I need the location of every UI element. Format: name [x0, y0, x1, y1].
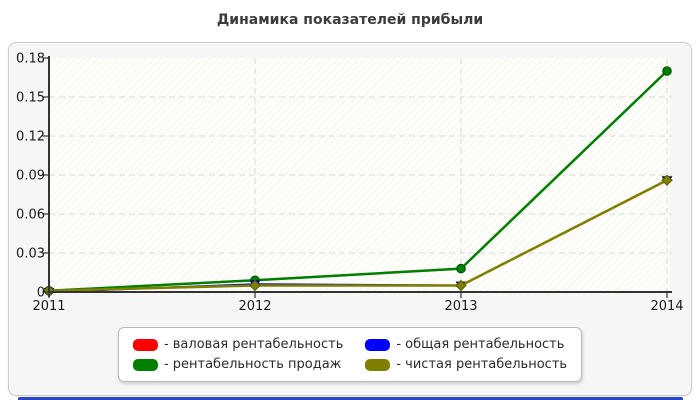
legend-item-sales-margin: - рентабельность продаж — [132, 357, 343, 372]
data-point-diamond — [661, 174, 673, 186]
series-line — [48, 70, 668, 292]
legend-label: - общая рентабельность — [396, 337, 565, 352]
legend-item-total-margin: - общая рентабельность — [365, 337, 567, 352]
sales-margin-swatch-icon — [132, 358, 158, 371]
data-point-diamond — [455, 279, 467, 292]
x-tick-label: 2012 — [238, 299, 271, 314]
y-tick-label: 0.09 — [16, 169, 45, 184]
y-tick-label: 0.18 — [16, 52, 45, 67]
data-point-diamond — [249, 279, 261, 292]
x-tick-label: 2013 — [444, 299, 477, 314]
data-point-circle — [456, 263, 466, 274]
y-tick-label: 0.15 — [16, 91, 45, 106]
legend-item-gross-margin: - валовая рентабельность — [132, 337, 344, 352]
x-tick-label: 2011 — [32, 299, 65, 314]
legend-item-net-margin: - чистая рентабельность — [365, 357, 567, 372]
legend-label: - рентабельность продаж — [163, 357, 342, 372]
y-tick-label: 0.12 — [16, 130, 45, 145]
y-tick-label: 0.06 — [16, 208, 45, 223]
bottom-blue-strip — [18, 397, 683, 400]
net-margin-swatch-icon — [365, 358, 391, 371]
chart-title: Динамика показателей прибыли — [216, 12, 484, 28]
gross-margin-swatch-icon — [132, 338, 158, 351]
legend-label: - чистая рентабельность — [396, 357, 568, 372]
series-line — [48, 179, 668, 292]
y-tick-label: 0.03 — [16, 247, 45, 262]
data-point-circle — [662, 66, 672, 76]
legend-label: - валовая рентабельность — [163, 337, 344, 352]
y-tick-label: 0 — [37, 286, 45, 301]
x-tick-label: 2014 — [650, 299, 683, 314]
chart-legend: - валовая рентабельность - общая рентабе… — [117, 327, 583, 382]
total-margin-swatch-icon — [365, 338, 391, 351]
